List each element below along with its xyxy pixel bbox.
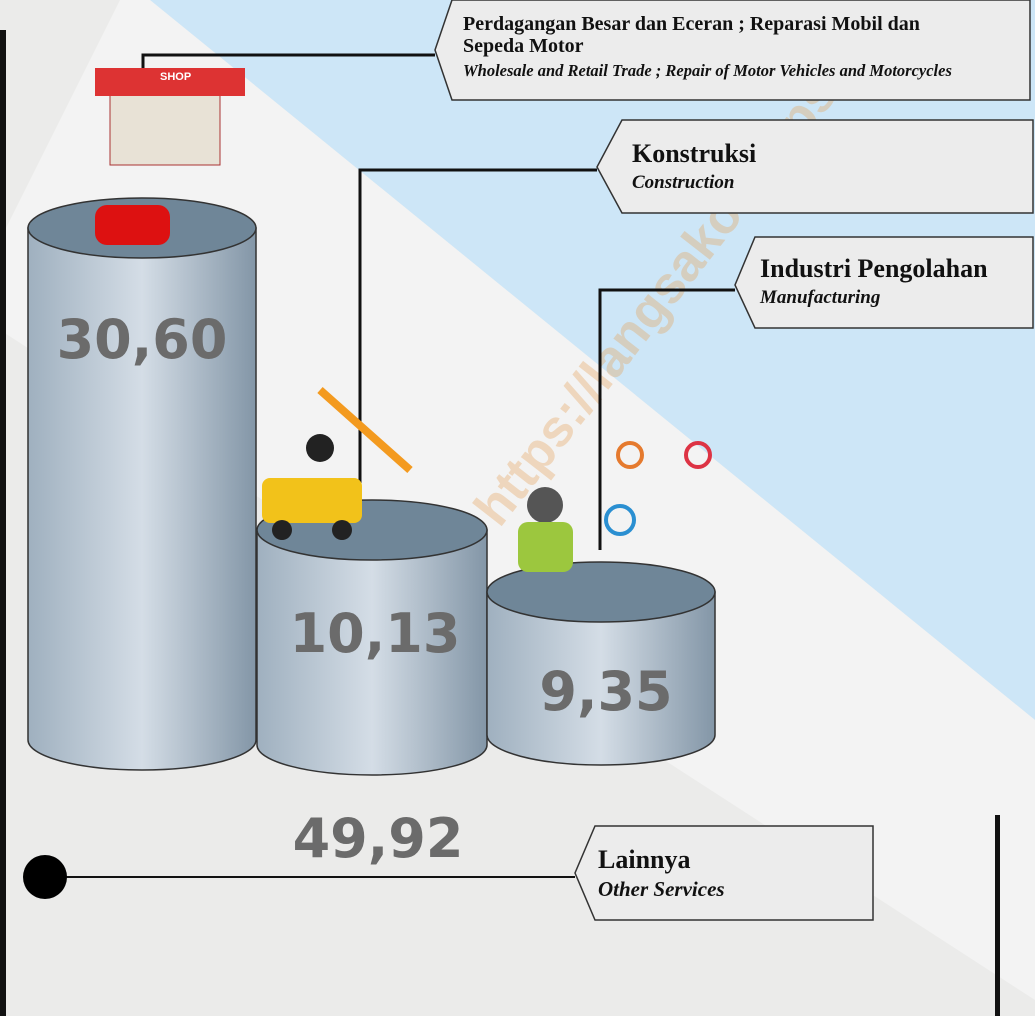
connector <box>358 168 597 495</box>
manufacturing-icon <box>518 441 712 572</box>
label-box <box>434 0 1031 101</box>
label-box <box>596 119 1034 214</box>
value: 30,60 <box>57 308 228 371</box>
left-bar <box>0 30 6 1016</box>
label-en: Wholesale and Retail Trade ; Repair of M… <box>463 61 952 80</box>
label-id: Konstruksi <box>632 139 756 168</box>
label-en: Manufacturing <box>759 287 880 308</box>
cylinder <box>27 197 257 771</box>
construction-icon <box>262 387 413 540</box>
value: 49,92 <box>293 807 464 870</box>
cylinder <box>486 561 716 766</box>
connector <box>141 53 435 72</box>
value: 9,35 <box>539 660 672 723</box>
label-id: Sepeda Motor <box>463 35 584 57</box>
label-id: Lainnya <box>598 845 691 874</box>
value: 10,13 <box>290 602 461 665</box>
dot <box>23 855 67 899</box>
label-id: Industri Pengolahan <box>760 254 988 283</box>
right-bar <box>995 815 1000 1016</box>
label-box <box>734 236 1034 329</box>
label-box <box>574 825 874 921</box>
label-id: Perdagangan Besar dan Eceran ; Reparasi … <box>463 13 920 35</box>
label-en: Other Services <box>598 877 725 901</box>
connector <box>598 288 735 550</box>
shop-icon: SHOP <box>95 68 245 245</box>
svg-text:SHOP: SHOP <box>160 71 191 83</box>
label-en: Construction <box>632 172 734 193</box>
